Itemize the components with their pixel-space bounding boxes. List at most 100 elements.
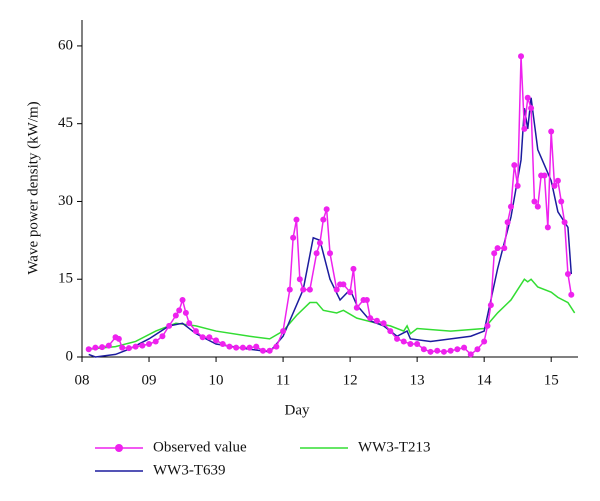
data-point	[544, 224, 551, 231]
data-point	[461, 344, 468, 351]
data-point	[554, 177, 561, 184]
data-point	[528, 105, 535, 112]
data-point	[407, 341, 414, 348]
data-point	[491, 250, 498, 257]
data-point	[387, 328, 394, 335]
data-point	[524, 94, 531, 101]
data-point	[85, 346, 92, 353]
y-tick-label: 15	[58, 271, 73, 287]
data-point	[273, 343, 280, 350]
y-tick-label: 60	[58, 37, 73, 53]
data-point	[333, 286, 340, 293]
data-point	[427, 348, 434, 355]
data-point	[564, 271, 571, 278]
data-point	[380, 320, 387, 327]
data-point	[474, 346, 481, 353]
data-point	[206, 334, 213, 341]
data-point	[373, 317, 380, 324]
data-point	[447, 347, 454, 354]
data-point	[434, 347, 441, 354]
data-point	[518, 53, 525, 60]
series-line	[88, 56, 573, 356]
data-point	[313, 250, 320, 257]
data-point	[266, 347, 273, 354]
data-point	[541, 172, 548, 179]
data-point	[176, 307, 183, 314]
data-point	[320, 216, 327, 223]
data-point	[125, 345, 132, 352]
data-point	[293, 216, 300, 223]
data-point	[507, 203, 514, 210]
data-point	[511, 162, 518, 169]
data-point	[239, 344, 246, 351]
data-point	[394, 335, 401, 342]
data-point	[300, 286, 307, 293]
data-point	[146, 341, 153, 348]
data-point	[440, 348, 447, 355]
data-point	[504, 219, 511, 226]
y-tick-label: 45	[58, 115, 73, 131]
data-point	[323, 206, 330, 213]
data-point	[233, 344, 240, 351]
data-point	[192, 328, 199, 335]
data-point	[166, 322, 173, 329]
data-point	[494, 245, 501, 252]
data-point	[92, 344, 99, 351]
y-tick-label: 0	[66, 348, 74, 364]
data-point	[501, 245, 508, 252]
data-point	[159, 333, 166, 340]
data-point	[487, 302, 494, 309]
data-point	[454, 346, 461, 353]
data-point	[353, 304, 360, 311]
data-point	[172, 312, 179, 319]
data-point	[306, 286, 313, 293]
data-point	[119, 344, 126, 351]
x-tick-label: 13	[410, 372, 425, 388]
x-tick-label: 08	[75, 372, 90, 388]
data-point	[514, 182, 521, 189]
x-tick-label: 10	[209, 372, 224, 388]
data-point	[340, 281, 347, 288]
data-point	[290, 234, 297, 241]
data-point	[219, 341, 226, 348]
data-point	[105, 342, 112, 349]
data-point	[561, 219, 568, 226]
data-point	[179, 296, 186, 303]
x-tick-label: 11	[276, 372, 290, 388]
legend-marker	[115, 444, 123, 452]
data-point	[182, 309, 189, 316]
data-point	[132, 343, 139, 350]
data-point	[316, 239, 323, 246]
data-point	[420, 346, 427, 353]
legend-label: WW3-T213	[358, 439, 430, 455]
data-point	[152, 338, 159, 345]
x-tick-label: 12	[343, 372, 358, 388]
data-point	[253, 343, 260, 350]
data-point	[568, 291, 575, 298]
data-point	[327, 250, 333, 257]
data-point	[534, 203, 541, 210]
data-point	[367, 315, 374, 322]
data-point	[199, 334, 206, 341]
data-point	[484, 322, 491, 329]
x-tick-label: 14	[477, 372, 493, 388]
data-point	[139, 342, 146, 349]
data-point	[551, 182, 558, 189]
data-point	[481, 338, 488, 345]
series-line	[88, 97, 573, 358]
data-point	[115, 335, 122, 342]
data-point	[414, 341, 421, 348]
data-point	[99, 344, 106, 351]
data-point	[548, 128, 555, 135]
legend-label: WW3-T639	[153, 462, 225, 478]
data-point	[259, 347, 266, 354]
data-point	[363, 296, 370, 303]
data-point	[531, 198, 538, 205]
data-point	[296, 276, 303, 283]
data-point	[558, 198, 565, 205]
x-tick-label: 09	[142, 372, 157, 388]
data-point	[400, 338, 407, 345]
x-axis-label: Day	[285, 402, 310, 418]
data-point	[280, 328, 287, 335]
